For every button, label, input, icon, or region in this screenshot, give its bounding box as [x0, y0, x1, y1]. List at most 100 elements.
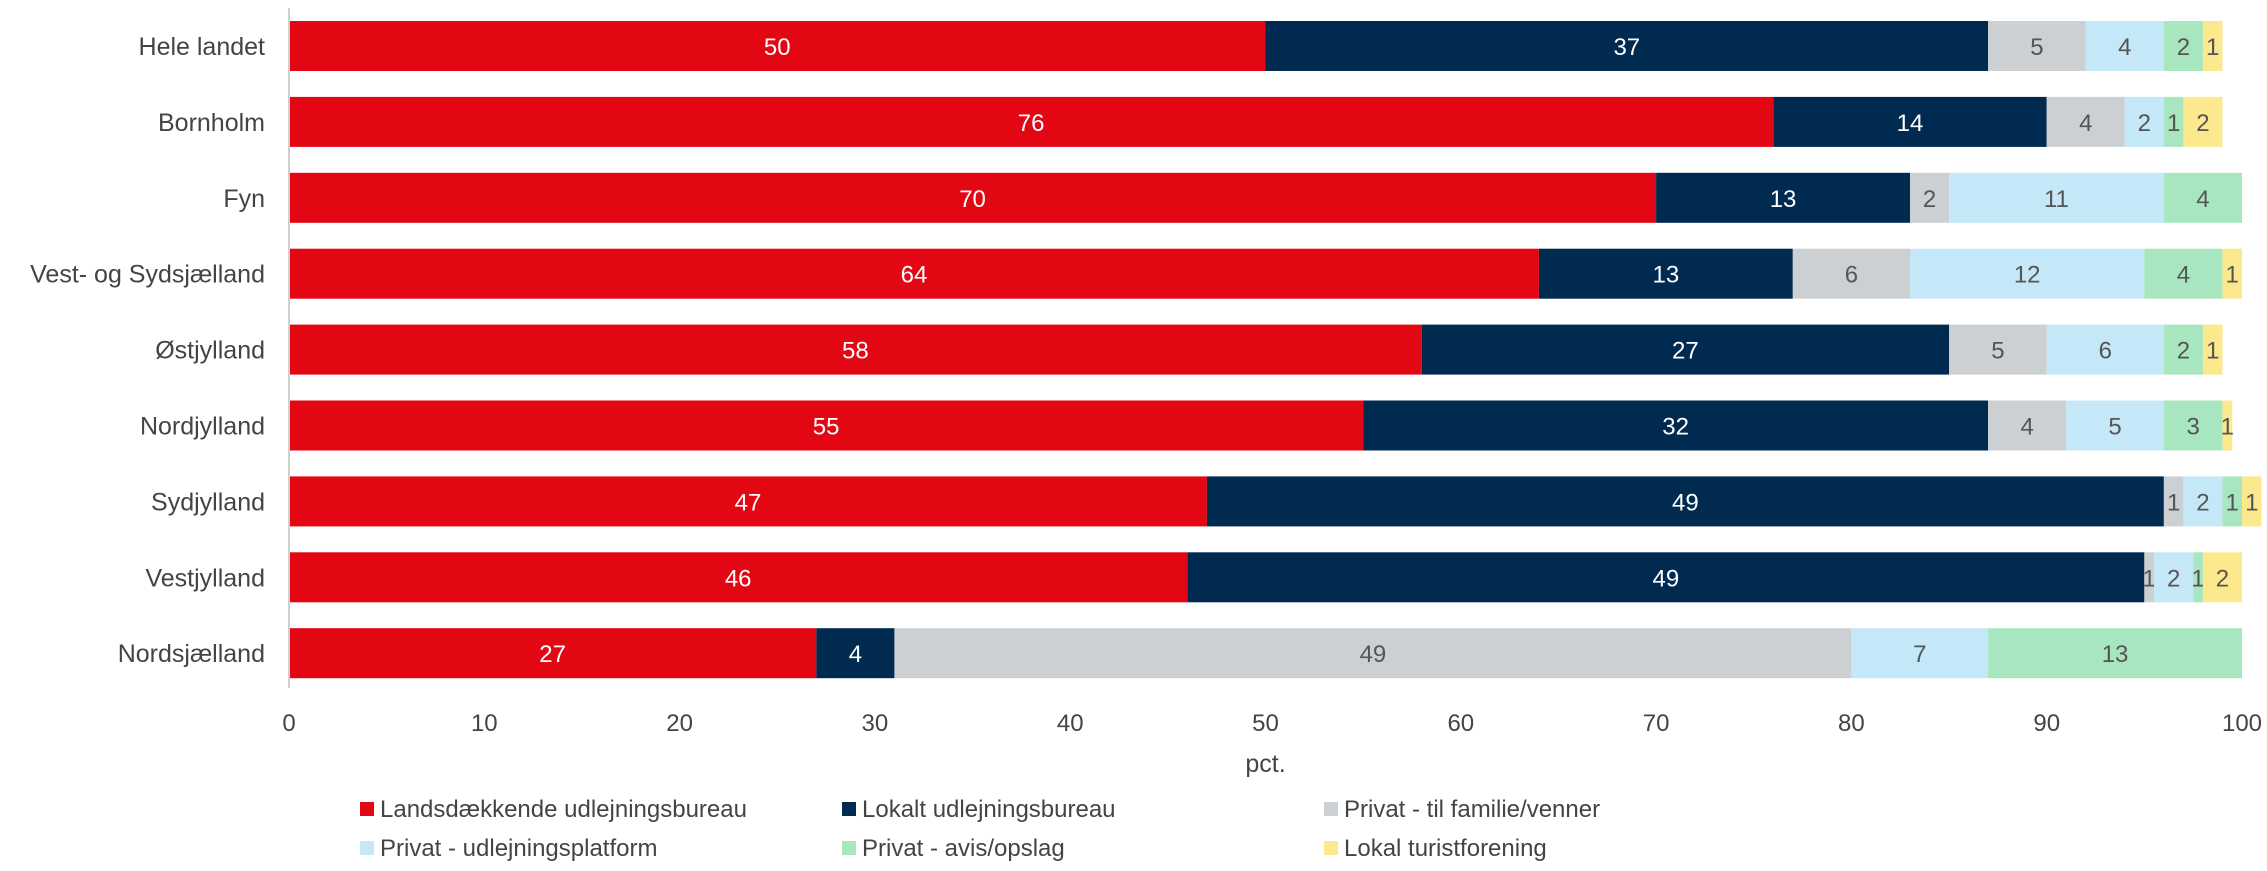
category-label: Nordsjælland	[118, 640, 265, 668]
data-label: 13	[1653, 262, 1680, 289]
data-label: 1	[2245, 489, 2258, 516]
bar-segment	[1792, 248, 1910, 299]
bar-segment	[2124, 96, 2164, 147]
data-label: 4	[2196, 186, 2209, 213]
data-label: 12	[2014, 262, 2041, 289]
x-axis-ticks: 0 10 20 30 40 50 60 70 80 90 100	[282, 710, 2262, 737]
data-label: 1	[2221, 414, 2234, 441]
legend-swatch	[842, 841, 856, 855]
data-label: 2	[2177, 34, 2190, 61]
bar-segment	[1949, 324, 2047, 375]
x-tick-label: 80	[1838, 710, 1865, 737]
bar-segment	[1538, 248, 1793, 299]
bar-segment	[2163, 324, 2203, 375]
bar-segment	[289, 248, 1539, 299]
data-label: 5	[2108, 414, 2121, 441]
legend-item: Landsdækkende udlejningsbureau	[360, 796, 747, 823]
data-label: 47	[735, 489, 762, 516]
data-label: 13	[1770, 186, 1797, 213]
bar-segment	[2163, 21, 2203, 71]
bar-segment	[289, 324, 1422, 375]
bar-segment	[2046, 96, 2125, 147]
category-label: Vest- og Sydsjælland	[30, 261, 265, 289]
category-label: Fyn	[223, 185, 265, 213]
data-label: 1	[2226, 262, 2239, 289]
x-tick-label: 30	[862, 710, 889, 737]
data-label: 2	[2177, 338, 2190, 365]
category-label: Sydjylland	[151, 488, 265, 516]
bar-segment	[2066, 400, 2164, 451]
bar-segment	[1988, 400, 2067, 451]
legend-label: Lokalt udlejningsbureau	[862, 796, 1116, 823]
bar-segment	[289, 476, 1207, 527]
bar-segment	[1421, 324, 1950, 375]
bar-segment	[1909, 248, 2145, 299]
legend-item: Lokalt udlejningsbureau	[842, 796, 1116, 823]
bar-segment	[1187, 552, 2145, 603]
legend-label: Privat - udlejningsplatform	[380, 835, 657, 862]
bar-segment	[289, 400, 1364, 451]
data-label: 4	[2177, 262, 2190, 289]
data-label: 49	[1360, 641, 1387, 668]
data-label: 27	[1672, 338, 1699, 365]
bar-segment	[2154, 552, 2194, 603]
legend-label: Lokal turistforening	[1344, 835, 1547, 862]
bar-segment	[2193, 552, 2203, 603]
data-label: 2	[2196, 110, 2209, 137]
bar-segment	[2144, 248, 2223, 299]
category-label: Nordjylland	[140, 413, 265, 441]
data-label: 2	[2167, 565, 2180, 592]
bar-segment	[1265, 21, 1989, 71]
bar-segment	[894, 628, 1852, 679]
legend-label: Privat - avis/opslag	[862, 835, 1065, 862]
bar-segment	[2202, 21, 2223, 71]
bar-segment	[1363, 400, 1989, 451]
bar-segment	[2222, 400, 2233, 451]
data-label: 76	[1018, 110, 1045, 137]
x-tick-label: 60	[1447, 710, 1474, 737]
data-label: 1	[2226, 489, 2239, 516]
data-label: 2	[2138, 110, 2151, 137]
category-label: Hele landet	[139, 33, 266, 61]
bar-segment	[1988, 628, 2242, 679]
data-label: 37	[1613, 34, 1640, 61]
bars-group: 50 37 5 4 2 176 14 4 2 1 270 13 2 11 464 13 6 12 4 158 27 5 6 2…	[289, 21, 2262, 679]
data-label: 4	[849, 641, 862, 668]
data-label: 49	[1653, 565, 1680, 592]
bar-segment	[1949, 172, 2164, 223]
bar-segment	[1773, 96, 2047, 147]
data-label: 1	[2167, 489, 2180, 516]
x-tick-label: 90	[2033, 710, 2060, 737]
x-tick-label: 0	[282, 710, 295, 737]
bar-segment	[2183, 476, 2223, 527]
data-label: 46	[725, 565, 752, 592]
data-label: 4	[2020, 414, 2033, 441]
bar-segment	[816, 628, 895, 679]
legend-item: Privat - avis/opslag	[842, 835, 1065, 862]
x-tick-label: 20	[666, 710, 693, 737]
legend-swatch	[1324, 841, 1338, 855]
data-label: 32	[1662, 414, 1689, 441]
bar-segment	[2163, 172, 2242, 223]
legend-swatch	[1324, 802, 1338, 816]
legend: Landsdækkende udlejningsbureau Lokalt udl…	[360, 796, 1600, 862]
bar-segment	[2222, 476, 2242, 527]
bar-segment	[289, 21, 1266, 71]
x-tick-label: 100	[2222, 710, 2262, 737]
bar-segment	[289, 628, 817, 679]
data-label: 5	[2030, 34, 2043, 61]
bar-segment	[2222, 248, 2242, 299]
bar-segment	[2163, 400, 2223, 451]
bar-segment	[2202, 552, 2242, 603]
category-label: Østjylland	[155, 337, 265, 365]
data-label: 1	[2167, 110, 2180, 137]
data-label: 6	[2099, 338, 2112, 365]
bar-segment	[1909, 172, 1950, 223]
bar-segment	[1988, 21, 2086, 71]
x-tick-label: 40	[1057, 710, 1084, 737]
legend-item: Lokal turistforening	[1324, 835, 1547, 862]
data-label: 49	[1672, 489, 1699, 516]
data-label: 2	[2196, 489, 2209, 516]
bar-segment	[289, 172, 1657, 223]
